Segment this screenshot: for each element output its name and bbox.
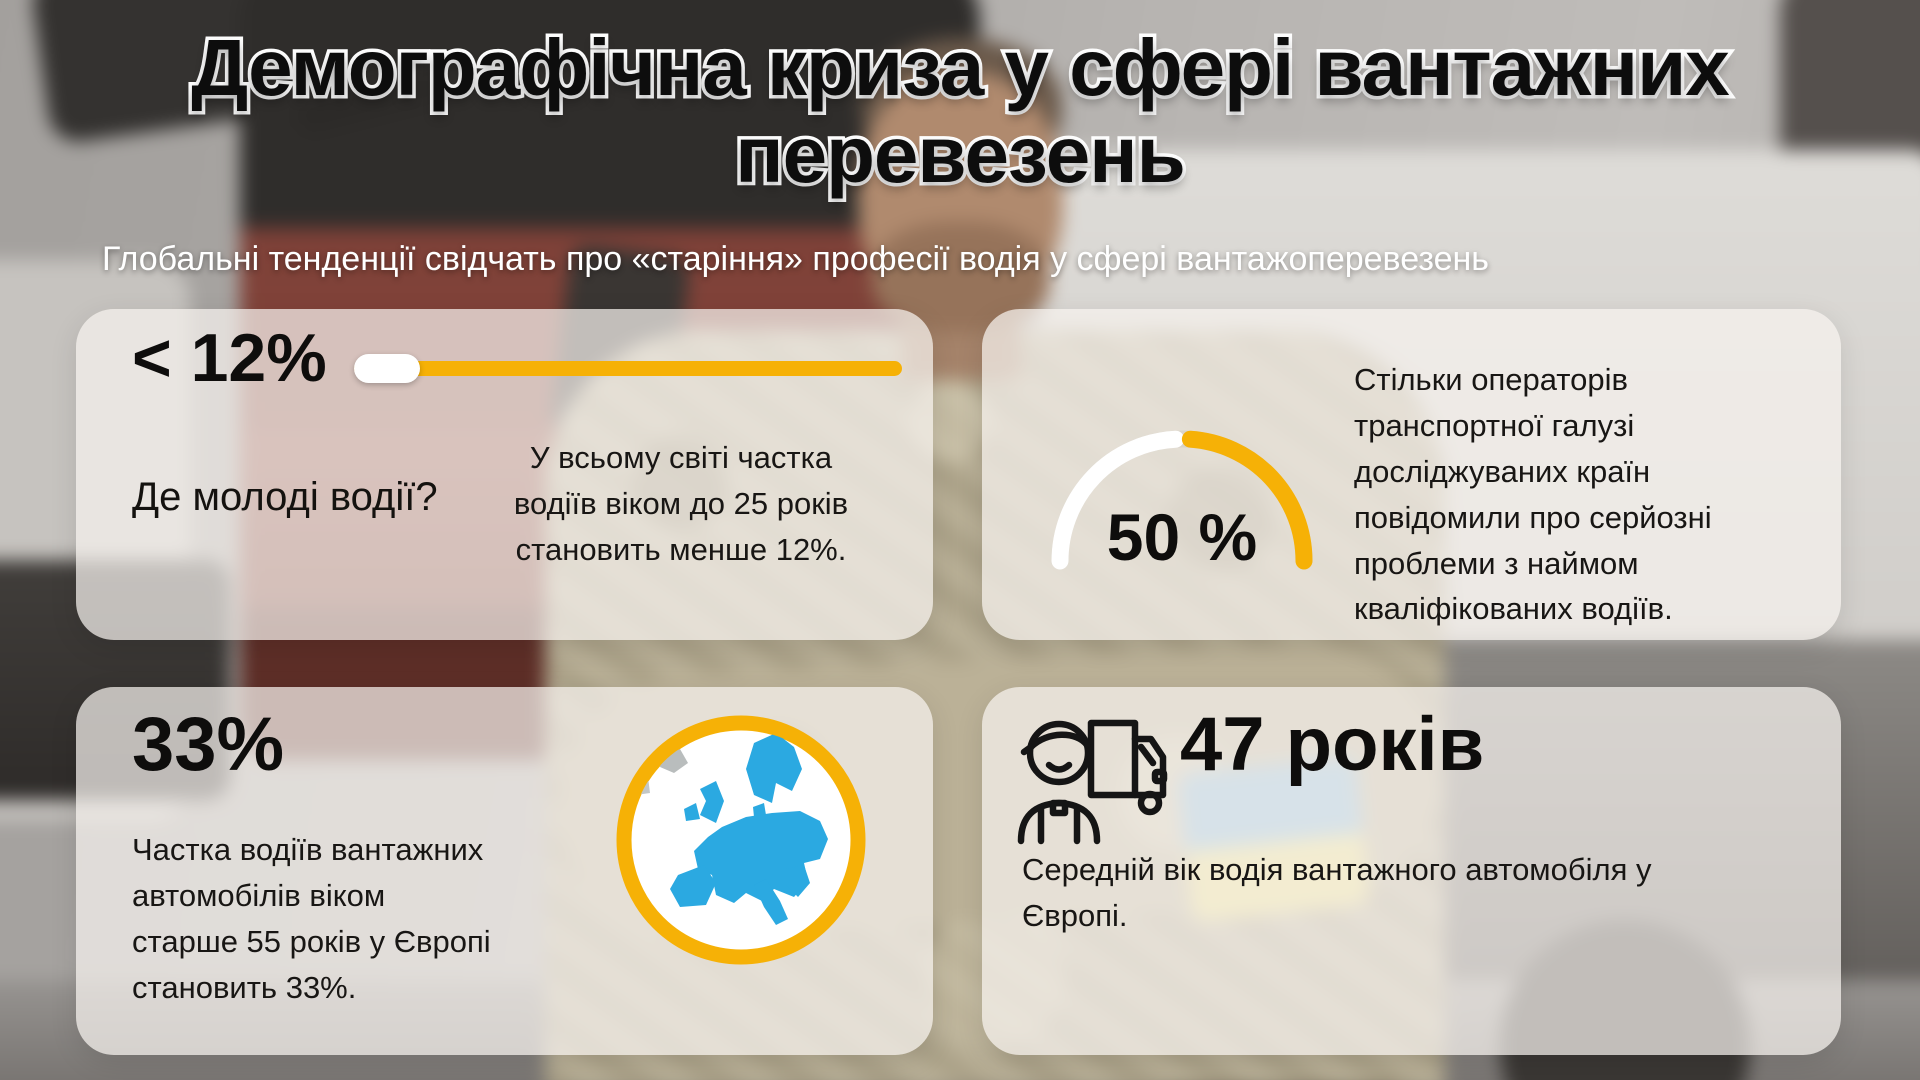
card-description: Середній вік водія вантажного автомобіля… (1022, 852, 1652, 933)
driver-truck-icon (1017, 719, 1168, 845)
stat-under-12-percent: < 12% (132, 320, 327, 396)
stat-47-years: 47 років (1180, 702, 1485, 787)
card-description: У всьому світі частка водіїв віком до 25… (513, 440, 849, 567)
stat-33-percent: 33% (132, 702, 285, 787)
europe-map-icon (616, 715, 866, 965)
progress-bar (354, 354, 902, 383)
gauge-50-percent-icon (1051, 430, 1313, 570)
page-title: Демографічна криза у сфері вантажних пер… (188, 20, 1734, 202)
page-subtitle: Глобальні тенденції свідчать про «старін… (102, 240, 1490, 278)
card-older-drivers: 33% Частка водіїв вантажних автомобілів … (76, 687, 933, 1055)
card-average-age: 47 років Середній вік водія вантажного а… (982, 687, 1841, 1055)
progress-indicator (354, 354, 420, 383)
question-label: Де молоді водії? (132, 475, 438, 519)
card-hiring-problems: 50 % Стільки операторів транспортної гал… (982, 309, 1841, 640)
card-description: Стільки операторів транспортної галузі д… (1354, 362, 1712, 627)
card-young-drivers: < 12% Де молоді водії? У всьому світі ча… (76, 309, 933, 640)
card-description: Частка водіїв вантажних автомобілів віко… (132, 832, 491, 1005)
stat-50-percent: 50 % (1106, 500, 1258, 574)
